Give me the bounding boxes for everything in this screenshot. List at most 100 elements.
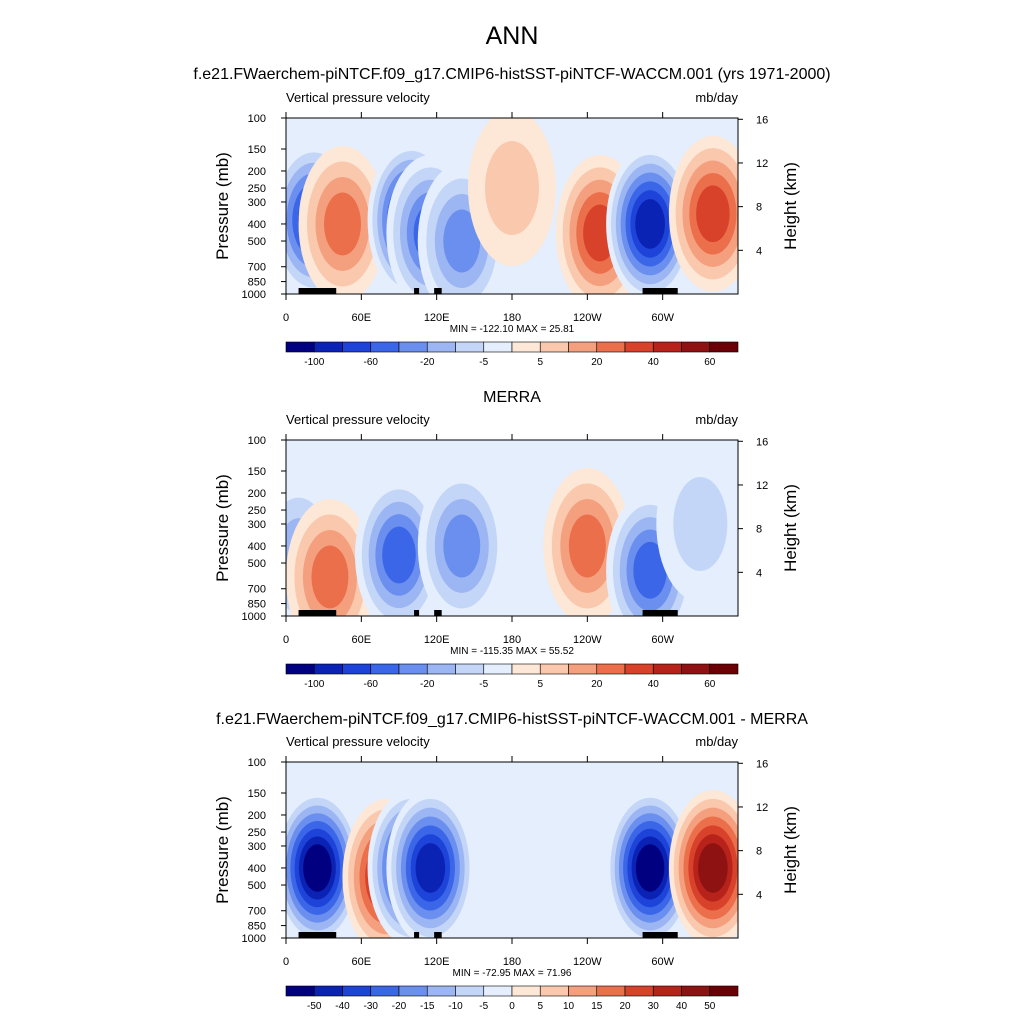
- colorbar-label: 5: [537, 679, 543, 690]
- contour-band: [324, 192, 361, 256]
- colorbar-label: 60: [704, 357, 716, 368]
- x-tick-label: 180: [503, 312, 521, 324]
- x-tick-label: 0: [283, 956, 289, 968]
- y-tick-label: 700: [248, 906, 266, 918]
- colorbar-box: [511, 341, 541, 353]
- colorbar-box: [455, 663, 485, 675]
- colorbar-box: [624, 985, 654, 997]
- y2-tick-label: 8: [756, 202, 762, 214]
- y-tick-label: 400: [248, 863, 266, 875]
- y-tick-label: 150: [248, 788, 266, 800]
- colorbar-label: 50: [704, 1001, 716, 1012]
- x-tick-label: 120E: [424, 634, 450, 646]
- colorbar-label: 15: [591, 1001, 603, 1012]
- y-tick-label: 400: [248, 219, 266, 231]
- colorbar-label: 5: [537, 357, 543, 368]
- colorbar-box: [568, 341, 598, 353]
- colorbar-label: 30: [648, 1001, 660, 1012]
- x-tick-label: 60W: [651, 956, 674, 968]
- y2-tick-label: 4: [756, 889, 762, 901]
- y-tick-label: 100: [248, 757, 266, 769]
- y-axis-label: Pressure (mb): [213, 152, 232, 260]
- x-tick-label: 120W: [573, 312, 602, 324]
- y2-tick-label: 16: [756, 436, 768, 448]
- colorbar-label: -50: [307, 1001, 322, 1012]
- colorbar-box: [709, 341, 739, 353]
- colorbar-box: [511, 663, 541, 675]
- contour-band: [568, 514, 606, 578]
- contour-band: [311, 545, 349, 609]
- topography: [642, 610, 678, 616]
- colorbar-label: 20: [619, 1001, 631, 1012]
- y2-tick-label: 12: [756, 480, 768, 492]
- contour-band: [633, 541, 667, 599]
- colorbar-box: [398, 341, 428, 353]
- field-contours: [286, 445, 738, 616]
- colorbar-box: [539, 341, 569, 353]
- contour-band: [696, 185, 730, 243]
- colorbar-box: [709, 663, 739, 675]
- x-tick-label: 120E: [424, 956, 450, 968]
- colorbar-box: [624, 663, 654, 675]
- colorbar-box: [483, 663, 513, 675]
- y-tick-label: 200: [248, 488, 266, 500]
- min-max-stats: MIN = -115.35 MAX = 55.52: [450, 646, 574, 657]
- x-tick-label: 60E: [352, 634, 372, 646]
- y-tick-label: 1000: [242, 289, 266, 301]
- panel-left-string: Vertical pressure velocity: [286, 412, 430, 427]
- figure-subtitle: f.e21.FWaerchem-piNTCF.f09_g17.CMIP6-his…: [193, 66, 830, 83]
- colorbar-box: [342, 663, 372, 675]
- colorbar-label: 0: [509, 1001, 515, 1012]
- y-tick-label: 200: [248, 166, 266, 178]
- colorbar-label: 40: [648, 357, 660, 368]
- colorbar-box: [313, 663, 343, 675]
- y-tick-label: 850: [248, 277, 266, 289]
- colorbar-box: [483, 985, 513, 997]
- contour-band: [485, 141, 539, 236]
- colorbar-label: 5: [537, 1001, 543, 1012]
- y2-tick-label: 12: [756, 802, 768, 814]
- y-tick-label: 100: [248, 113, 266, 125]
- y2-tick-label: 8: [756, 524, 762, 536]
- y2-axis-label: Height (km): [781, 162, 800, 250]
- colorbar-box: [709, 985, 739, 997]
- colorbar-box: [681, 663, 711, 675]
- colorbar-label: -10: [448, 1001, 463, 1012]
- colorbar-label: 20: [591, 679, 603, 690]
- x-tick-label: 60E: [352, 956, 372, 968]
- panel-left-string: Vertical pressure velocity: [286, 90, 430, 105]
- colorbar-box: [539, 985, 569, 997]
- colorbar-label: -15: [420, 1001, 435, 1012]
- contour-band: [635, 199, 665, 249]
- colorbar-label: 10: [563, 1001, 575, 1012]
- colorbar-box: [483, 341, 513, 353]
- colorbar-label: -100: [304, 679, 324, 690]
- contour-band: [382, 526, 416, 584]
- colorbar-box: [568, 985, 598, 997]
- colorbar-box: [426, 341, 456, 353]
- colorbar-box: [285, 663, 315, 675]
- y-axis-label: Pressure (mb): [213, 474, 232, 582]
- contour-band: [443, 514, 481, 578]
- colorbar-box: [652, 663, 682, 675]
- colorbar-box: [370, 341, 400, 353]
- contour-band: [635, 844, 665, 892]
- colorbar-box: [398, 663, 428, 675]
- colorbar-label: 40: [648, 679, 660, 690]
- colorbar-box: [652, 341, 682, 353]
- colorbar-label: 40: [676, 1001, 688, 1012]
- colorbar: -100 -60 -20 -5 5 20 40 60: [285, 663, 739, 690]
- colorbar-label: -20: [420, 679, 435, 690]
- colorbar-box: [652, 985, 682, 997]
- panel-left-string: Vertical pressure velocity: [286, 734, 430, 749]
- y-tick-label: 500: [248, 236, 266, 248]
- colorbar-box: [624, 341, 654, 353]
- contour-band: [415, 843, 446, 893]
- y-tick-label: 200: [248, 810, 266, 822]
- colorbar-label: -60: [364, 357, 379, 368]
- figure-title: ANN: [486, 22, 539, 50]
- x-tick-label: 0: [283, 634, 289, 646]
- colorbar-box: [539, 663, 569, 675]
- colorbar-label: 20: [591, 357, 603, 368]
